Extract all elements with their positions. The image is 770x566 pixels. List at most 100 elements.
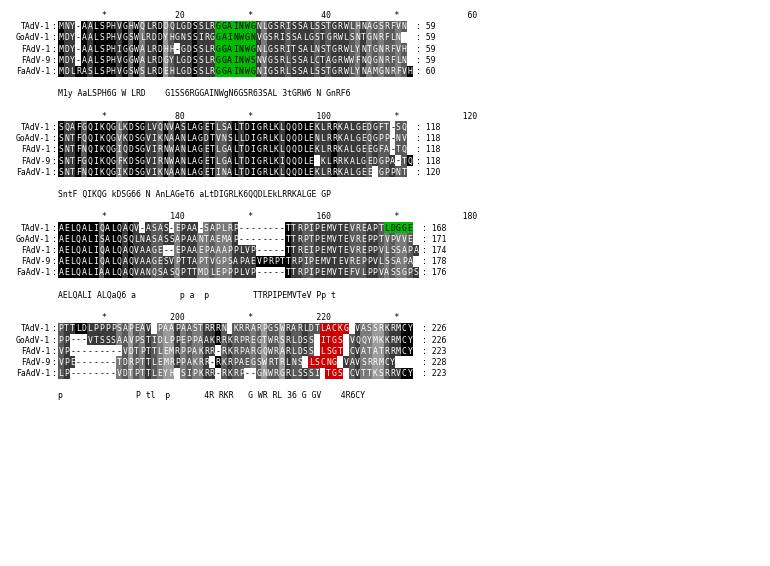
Bar: [179, 166, 186, 178]
Bar: [273, 32, 279, 44]
Bar: [366, 256, 372, 267]
Text: G: G: [111, 123, 116, 132]
Text: E: E: [175, 246, 179, 255]
Bar: [336, 133, 343, 144]
Bar: [64, 222, 69, 234]
Text: D: D: [157, 33, 162, 42]
Text: K: K: [198, 346, 203, 355]
Text: R: R: [204, 346, 209, 355]
Bar: [308, 234, 313, 245]
Text: T: T: [332, 257, 336, 266]
Text: E: E: [308, 134, 313, 143]
Text: Q: Q: [291, 156, 296, 165]
Text: :: :: [52, 156, 57, 165]
Text: M: M: [59, 67, 63, 76]
Text: G: G: [163, 56, 168, 65]
Bar: [156, 32, 162, 44]
Text: L: L: [70, 246, 75, 255]
Text: N: N: [163, 168, 168, 177]
Text: : 226: : 226: [421, 335, 446, 344]
Text: P: P: [64, 358, 69, 367]
Bar: [261, 345, 267, 357]
Text: R: R: [262, 145, 266, 154]
Text: T: T: [326, 45, 330, 54]
Bar: [377, 256, 383, 267]
Text: R: R: [152, 22, 156, 31]
Text: P: P: [233, 246, 238, 255]
Bar: [232, 222, 238, 234]
Text: S: S: [384, 257, 389, 266]
Text: -: -: [163, 246, 168, 255]
Text: P: P: [180, 358, 186, 367]
Text: S: S: [192, 324, 197, 333]
Text: FAdV-1: FAdV-1: [21, 246, 50, 255]
Text: I: I: [250, 156, 255, 165]
Text: W: W: [239, 33, 243, 42]
Bar: [81, 323, 87, 334]
Bar: [296, 245, 302, 256]
Bar: [58, 155, 64, 166]
Bar: [389, 245, 395, 256]
Bar: [290, 155, 296, 166]
Text: V: V: [128, 335, 133, 344]
Text: T: T: [70, 156, 75, 165]
Bar: [244, 323, 249, 334]
Text: P: P: [175, 358, 179, 367]
Text: S: S: [360, 358, 366, 367]
Text: -: -: [390, 134, 394, 143]
Bar: [273, 144, 279, 155]
Bar: [238, 323, 244, 334]
Text: T: T: [70, 145, 75, 154]
Text: A: A: [82, 67, 86, 76]
Text: A: A: [407, 257, 412, 266]
Bar: [116, 44, 122, 55]
Text: GoAdV-1: GoAdV-1: [16, 335, 50, 344]
Text: A: A: [343, 145, 348, 154]
Bar: [279, 345, 285, 357]
Text: T: T: [209, 123, 214, 132]
Text: G: G: [256, 145, 261, 154]
Bar: [331, 222, 337, 234]
Text: S: S: [157, 268, 162, 277]
Text: A: A: [122, 335, 127, 344]
Bar: [348, 267, 354, 278]
Text: -: -: [262, 268, 266, 277]
Bar: [110, 144, 116, 155]
Text: T: T: [70, 168, 75, 177]
Text: L: L: [163, 335, 168, 344]
Bar: [133, 144, 139, 155]
Bar: [290, 122, 296, 133]
Bar: [64, 155, 69, 166]
Bar: [331, 357, 337, 368]
Bar: [215, 323, 221, 334]
Bar: [284, 144, 290, 155]
Text: F: F: [75, 156, 81, 165]
Text: K: K: [337, 145, 342, 154]
Bar: [203, 222, 209, 234]
Text: -: -: [262, 246, 266, 255]
Text: A: A: [227, 145, 232, 154]
Bar: [64, 368, 69, 379]
Bar: [296, 21, 302, 32]
Text: D: D: [128, 134, 133, 143]
Text: A: A: [233, 257, 238, 266]
Bar: [192, 166, 197, 178]
Text: S: S: [88, 67, 92, 76]
Text: G: G: [256, 369, 261, 378]
Bar: [151, 144, 157, 155]
Bar: [58, 267, 64, 278]
Bar: [179, 368, 186, 379]
Text: S: S: [99, 45, 104, 54]
Bar: [244, 44, 249, 55]
Text: -: -: [82, 335, 86, 344]
Text: -: -: [88, 358, 92, 367]
Bar: [145, 234, 151, 245]
Text: N: N: [396, 33, 400, 42]
Bar: [92, 155, 99, 166]
Bar: [197, 267, 203, 278]
Text: E: E: [407, 235, 412, 244]
Text: W: W: [169, 145, 174, 154]
Text: W: W: [337, 33, 342, 42]
Text: L: L: [186, 134, 191, 143]
Bar: [313, 21, 320, 32]
